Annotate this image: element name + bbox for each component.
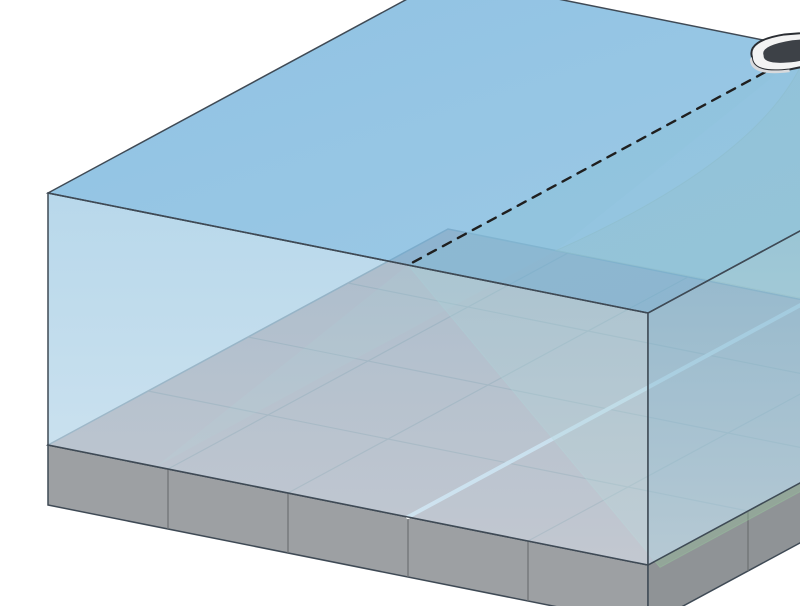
sonar-swath-diagram [0, 0, 800, 606]
